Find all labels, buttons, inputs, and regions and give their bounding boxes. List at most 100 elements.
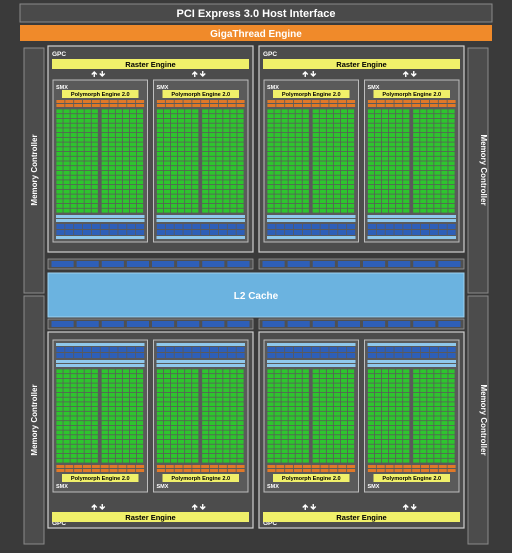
smx-bottom-left-0-cuda-core	[129, 458, 137, 463]
smx-top-left-1-cuda-core	[216, 123, 223, 128]
smx-top-right-0-cuda-core	[274, 156, 281, 161]
smx-top-left-1-cuda-core	[209, 199, 216, 204]
smx-top-right-1-texture-unit	[367, 100, 376, 103]
smx-top-left-1-cuda-core	[237, 203, 244, 208]
smx-bottom-right-0-cuda-core	[312, 444, 319, 449]
smx-bottom-left-1-cuda-core	[202, 454, 209, 458]
crossbar-top-left-unit	[126, 261, 149, 267]
gpc-top-left-smx-0-arrows	[99, 71, 106, 77]
smx-bottom-right-1-texture-unit	[447, 465, 456, 468]
smx-bottom-right-1-register-unit	[394, 347, 403, 352]
smx-bottom-left-0-cuda-core	[122, 416, 130, 421]
smx-bottom-left-0-texture-unit	[136, 469, 145, 472]
smx-bottom-left-1-cuda-core	[185, 369, 192, 374]
smx-bottom-left-0-cuda-core	[136, 411, 144, 416]
smx-bottom-left-0-cuda-core	[91, 416, 98, 421]
smx-bottom-left-0-cuda-core	[56, 458, 63, 463]
smx-bottom-right-1-cuda-core	[441, 374, 448, 378]
smx-top-left-1-cuda-core	[237, 156, 244, 161]
smx-bottom-right-0-cuda-core	[333, 388, 341, 393]
smx-top-left-1-cuda-core	[163, 180, 171, 185]
smx-top-left-0-texture-unit	[65, 104, 74, 107]
smx-top-left-1-texture-unit	[174, 104, 183, 107]
smx-bottom-right-0-cuda-core	[319, 421, 326, 425]
smx-bottom-left-1-cuda-core	[202, 407, 209, 411]
smx-bottom-left-0-texture-unit	[74, 469, 83, 472]
smx-top-left-0-cuda-core	[108, 109, 115, 114]
smx-bottom-right-1-cuda-core	[448, 425, 455, 430]
smx-top-right-1-cuda-core	[396, 123, 403, 128]
smx-bottom-left-1-cuda-core	[156, 416, 164, 421]
smx-top-left-1-cuda-core	[170, 199, 178, 204]
smx-bottom-left-1-texture-unit	[227, 465, 236, 468]
smx-bottom-right-1-cuda-core	[441, 416, 448, 421]
smx-top-left-1-cuda-core	[156, 133, 164, 137]
smx-top-left-0-cuda-core	[56, 175, 63, 180]
crossbar-bottom-left-unit	[101, 321, 124, 327]
smx-top-right-0-cuda-core	[288, 170, 295, 175]
smx-top-right-1-texture-unit	[385, 100, 394, 103]
smx-top-left-1-cuda-core	[178, 194, 185, 199]
smx-top-left-1-texture-unit	[236, 100, 245, 103]
smx-top-right-0-cuda-core	[326, 123, 333, 128]
smx-bottom-right-0-label: SMX	[267, 484, 279, 490]
smx-top-left-0-cuda-core	[70, 118, 77, 123]
smx-bottom-right-0-cuda-core	[319, 383, 326, 388]
smx-bottom-left-1-cuda-core	[237, 458, 244, 463]
smx-top-left-1-cuda-core	[216, 151, 223, 156]
smx-top-left-1-cuda-core	[230, 189, 237, 194]
smx-top-right-1-cuda-core	[374, 185, 382, 189]
smx-top-left-1-cuda-core	[178, 185, 185, 189]
smx-bottom-right-1-register-unit	[438, 353, 447, 358]
smx-top-left-0-cuda-core	[122, 151, 130, 156]
smx-top-right-0-cuda-core	[267, 123, 274, 128]
smx-bottom-right-0-cuda-core	[288, 369, 295, 374]
smx-top-right-0-texture-unit	[302, 100, 311, 103]
smx-bottom-right-1-texture-unit	[367, 469, 376, 472]
smx-bottom-right-1-cuda-core	[403, 369, 410, 374]
smx-top-left-1-cuda-core	[185, 147, 192, 152]
smx-bottom-left-0-cuda-core	[122, 421, 130, 425]
smx-top-right-0-cuda-core	[347, 180, 355, 185]
smx-bottom-left-1-cuda-core	[237, 388, 244, 393]
smx-top-left-1-cuda-core	[192, 109, 199, 114]
smx-bottom-right-1-register-unit	[421, 353, 430, 358]
smx-top-left-1-cuda-core	[237, 114, 244, 119]
smx-bottom-right-1-cuda-core	[396, 397, 403, 402]
smx-bottom-left-0-cuda-core	[122, 411, 130, 416]
smx-top-left-0-cuda-core	[136, 194, 144, 199]
smx-top-right-1-cuda-core	[420, 208, 427, 213]
smx-top-right-0-cuda-core	[333, 203, 341, 208]
smx-bottom-right-0-cuda-core	[312, 388, 319, 393]
smx-top-left-1-cuda-core	[163, 128, 171, 133]
smx-top-right-1-texture-unit	[367, 104, 376, 107]
smx-top-right-0-cuda-core	[319, 189, 326, 194]
smx-top-right-1-cuda-core	[420, 189, 427, 194]
smx-top-right-1-cuda-core	[448, 166, 455, 171]
smx-top-left-0-cuda-core	[91, 194, 98, 199]
smx-top-right-0-cuda-core	[347, 185, 355, 189]
smx-top-right-1-cuda-core	[367, 118, 375, 123]
smx-bottom-left-0-cuda-core	[108, 439, 115, 444]
smx-bottom-right-1-cuda-core	[381, 383, 389, 388]
smx-bottom-right-1-cuda-core	[448, 388, 455, 393]
smx-top-right-0-cuda-core	[312, 114, 319, 119]
smx-bottom-right-0-cuda-core	[302, 383, 309, 388]
smx-bottom-left-0-polymorph-engine	[62, 474, 139, 482]
smx-bottom-right-1-cuda-core	[427, 411, 434, 416]
smx-bottom-right-1-cuda-core	[403, 378, 410, 383]
smx-top-right-0-cuda-core	[274, 185, 281, 189]
smx-top-right-1-cuda-core	[427, 194, 434, 199]
smx-top-left-1-cuda-core	[237, 185, 244, 189]
smx-top-left-1-cuda-core	[156, 189, 164, 194]
smx-bottom-right-0-cuda-core	[302, 374, 309, 378]
smx-top-left-1-cuda-core	[156, 142, 164, 147]
smx-top-right-1-cuda-core	[389, 128, 396, 133]
smx-top-right-1-cuda-core	[367, 189, 375, 194]
smx-bottom-left-1-cuda-core	[230, 444, 237, 449]
smx-top-left-0-cuda-core	[129, 137, 137, 142]
smx-bottom-left-0-cuda-core	[63, 378, 70, 383]
smx-top-right-0-cuda-core	[347, 123, 355, 128]
smx-top-right-0-cuda-core	[288, 189, 295, 194]
